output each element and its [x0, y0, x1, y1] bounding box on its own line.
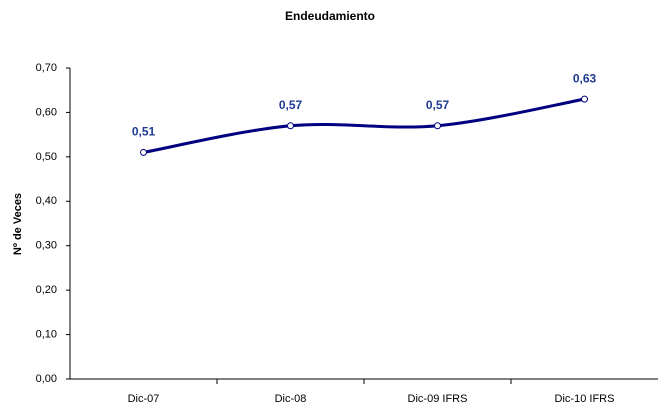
y-tick-label: 0,60 [36, 106, 57, 118]
y-axis-label: Nº de Veces [12, 193, 24, 255]
y-tick-label: 0,30 [36, 240, 57, 252]
marker [581, 95, 588, 103]
y-tick-label: 0,70 [36, 62, 57, 74]
data-label: 0,57 [279, 98, 303, 112]
x-tick-label: Dic-08 [275, 393, 307, 405]
x-tick-label: Dic-10 IFRS [555, 393, 615, 405]
data-label: 0,57 [426, 98, 450, 112]
y-tick-label: 0,20 [36, 284, 57, 296]
y-tick-label: 0,40 [36, 195, 57, 207]
y-tick-label: 0,10 [36, 328, 57, 340]
y-tick-label: 0,50 [36, 151, 57, 163]
data-label: 0,51 [132, 125, 156, 139]
y-tick-label: 0,00 [36, 373, 57, 385]
line [143, 97, 585, 154]
chart-title: Endeudamiento [285, 9, 375, 23]
marker [140, 148, 147, 156]
x-tick-label: Dic-07 [128, 393, 160, 405]
x-tick-label: Dic-09 IFRS [408, 393, 468, 405]
data-label: 0,63 [573, 71, 597, 85]
marker [434, 122, 441, 130]
marker [287, 122, 294, 130]
